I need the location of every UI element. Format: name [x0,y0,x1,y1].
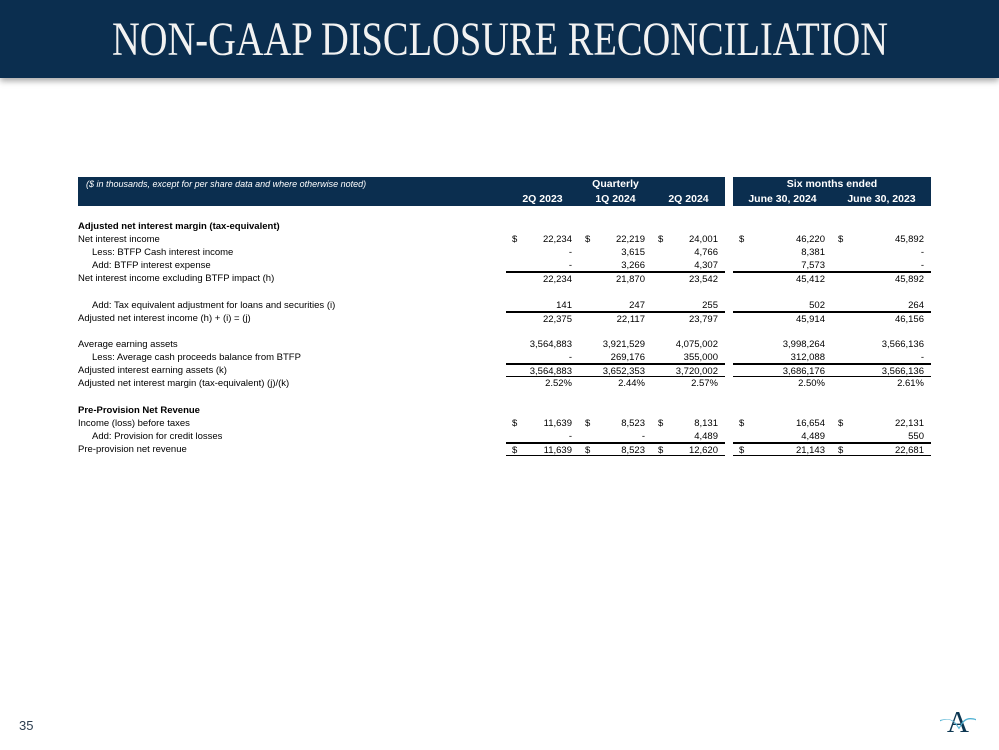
svg-text:A: A [947,705,969,739]
